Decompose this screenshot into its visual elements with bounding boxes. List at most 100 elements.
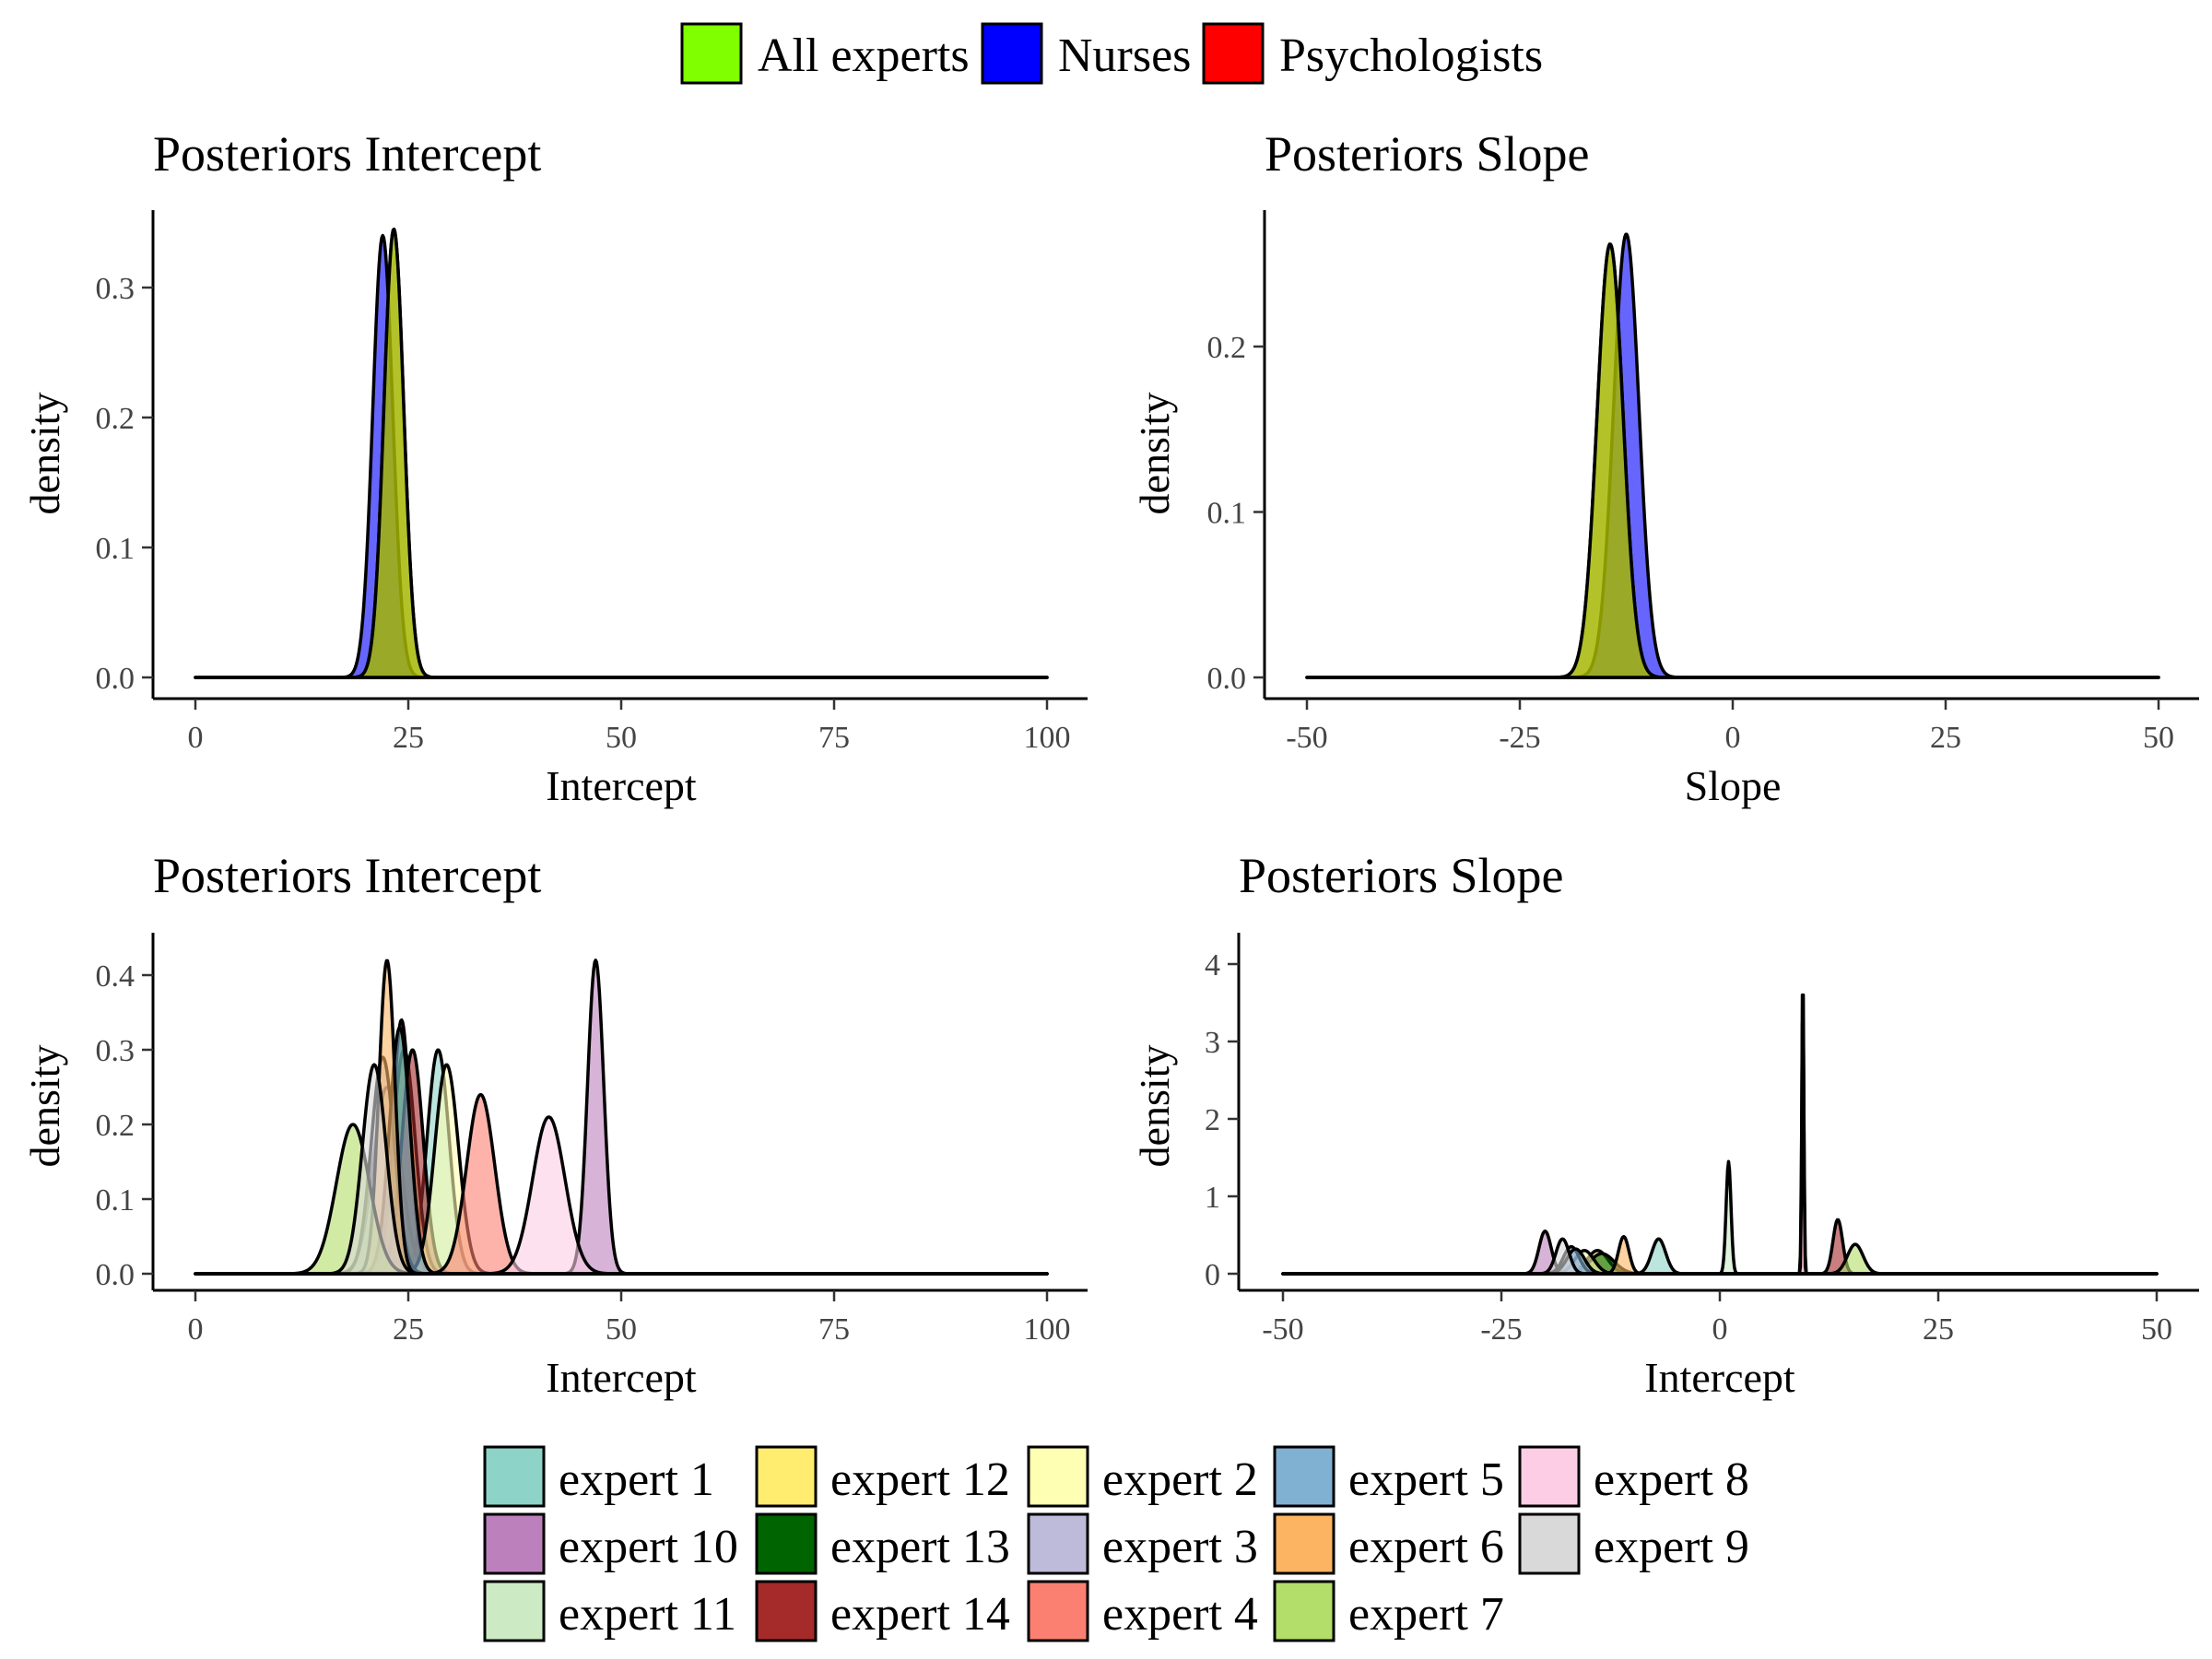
density-expert-9	[1281, 1237, 2159, 1276]
x-tick-label: 25	[393, 1312, 424, 1347]
y-tick-label: 3	[1205, 1026, 1220, 1060]
x-tick-label: 25	[393, 721, 424, 755]
panel-title: Posteriors Slope	[1239, 848, 1564, 903]
legend-key-expert-14	[755, 1580, 818, 1642]
legend-key-psychologists	[1202, 22, 1265, 85]
density-expert-10	[1281, 1230, 2159, 1276]
legend-key-expert-13	[755, 1512, 818, 1575]
x-tick-label: 50	[2143, 721, 2174, 755]
y-tick-label: 1	[1205, 1181, 1220, 1215]
panel-intercept-experts: Posteriors Intercept Intercept density 0…	[21, 848, 1088, 1401]
density-psychologists	[1305, 242, 2160, 679]
y-tick-label: 4	[1205, 948, 1220, 982]
density-expert-7	[1281, 1242, 2159, 1276]
density-all-experts	[1305, 242, 2160, 679]
x-tick-label: 25	[1930, 721, 1961, 755]
density-expert-1	[1281, 1237, 2159, 1276]
legend-label-expert-10: expert 10	[559, 1521, 738, 1573]
y-tick-label: 0.2	[1207, 331, 1247, 365]
density-nurses	[1305, 232, 2160, 679]
legend-key-expert-10	[483, 1512, 546, 1575]
density-expert-7	[194, 1123, 1049, 1276]
legend-key-expert-6	[1273, 1512, 1335, 1575]
legend-key-expert-7	[1273, 1580, 1335, 1642]
legend-key-expert-9	[1518, 1512, 1581, 1575]
y-tick-label: 0.4	[96, 959, 135, 994]
x-tick-label: 0	[1712, 1312, 1728, 1347]
x-axis-label: Intercept	[546, 1354, 697, 1401]
x-tick-label: 50	[606, 1312, 637, 1347]
legend-key-expert-2	[1027, 1445, 1089, 1508]
y-axis-label: density	[1131, 1045, 1178, 1168]
x-tick-label: 75	[818, 721, 850, 755]
panel-title: Posteriors Intercept	[153, 126, 541, 182]
density-expert-6	[194, 959, 1049, 1276]
legend-label-expert-1: expert 1	[559, 1453, 714, 1506]
x-tick-label: 0	[1725, 721, 1741, 755]
density-expert-2	[1281, 1249, 2159, 1276]
x-tick-label: -25	[1480, 1312, 1522, 1347]
panel-slope-groups: Posteriors Slope Slope density -50 -25 0 25…	[1131, 126, 2199, 809]
x-tick-label: 75	[818, 1312, 850, 1347]
y-tick-label: 0.0	[1207, 662, 1247, 696]
density-expert-5	[194, 1025, 1049, 1276]
density-expert-13	[1281, 1252, 2159, 1276]
density-nurses	[194, 233, 1049, 679]
legend-label-expert-7: expert 7	[1348, 1588, 1504, 1641]
legend-key-expert-5	[1273, 1445, 1335, 1508]
density-expert-9	[194, 1063, 1049, 1276]
legend-key-expert-11	[483, 1580, 546, 1642]
panel-title: Posteriors Intercept	[153, 848, 541, 903]
legend-key-expert-3	[1027, 1512, 1089, 1575]
legend-key-expert-1	[483, 1445, 546, 1508]
x-tick-label: 0	[188, 1312, 204, 1347]
legend-label-expert-3: expert 3	[1102, 1521, 1258, 1573]
density-expert-3	[1281, 1244, 2159, 1276]
legend-key-expert-4	[1027, 1580, 1089, 1642]
legend-label-expert-8: expert 8	[1594, 1453, 1749, 1506]
x-axis-label: Slope	[1685, 762, 1782, 809]
legend-label-expert-9: expert 9	[1594, 1521, 1749, 1573]
density-expert-11	[1281, 1159, 2159, 1276]
panel-title: Posteriors Slope	[1265, 126, 1590, 182]
y-tick-label: 2	[1205, 1103, 1220, 1137]
legend-label-expert-11: expert 11	[559, 1588, 736, 1641]
x-tick-label: 0	[188, 721, 204, 755]
y-tick-label: 0.2	[96, 402, 135, 436]
expert-legend: expert 1 expert 10 expert 11 expert 12 exper…	[483, 1445, 1749, 1642]
legend-label-nurses: Nurses	[1058, 29, 1191, 82]
y-axis-label: density	[1131, 393, 1178, 515]
x-tick-label: 25	[1923, 1312, 1954, 1347]
y-tick-label: 0.1	[96, 532, 135, 566]
legend-label-expert-5: expert 5	[1348, 1453, 1504, 1506]
x-tick-label: 100	[1024, 721, 1071, 755]
density-psychologists	[194, 228, 1049, 679]
density-expert-13	[194, 1018, 1049, 1276]
x-tick-label: 50	[606, 721, 637, 755]
density-all-experts	[194, 228, 1049, 679]
legend-label-expert-2: expert 2	[1102, 1453, 1258, 1506]
y-tick-label: 0.2	[96, 1109, 135, 1143]
y-tick-label: 0.3	[96, 1034, 135, 1068]
density-expert-5	[1281, 1247, 2159, 1276]
group-legend: All experts Nurses Psychologists	[680, 22, 1543, 85]
y-axis-label: density	[21, 393, 68, 515]
legend-label-expert-12: expert 12	[830, 1453, 1010, 1506]
density-expert-4	[1281, 1021, 2159, 1276]
y-tick-label: 0.1	[96, 1183, 135, 1218]
legend-label-expert-14: expert 14	[830, 1588, 1010, 1641]
panel-slope-experts: Posteriors Slope Intercept density -50 -2…	[1131, 848, 2199, 1401]
x-axis-label: Intercept	[1644, 1354, 1795, 1401]
y-tick-label: 0	[1205, 1258, 1220, 1292]
legend-key-expert-8	[1518, 1445, 1581, 1508]
legend-key-expert-12	[755, 1445, 818, 1508]
legend-key-all-experts	[680, 22, 743, 85]
x-tick-label: -50	[1286, 721, 1327, 755]
x-tick-label: 50	[2141, 1312, 2172, 1347]
density-expert-12	[1281, 1249, 2159, 1276]
density-expert-8	[1281, 993, 2159, 1276]
y-axis-label: density	[21, 1045, 68, 1168]
x-tick-label: -25	[1499, 721, 1540, 755]
x-axis-label: Intercept	[546, 762, 697, 809]
